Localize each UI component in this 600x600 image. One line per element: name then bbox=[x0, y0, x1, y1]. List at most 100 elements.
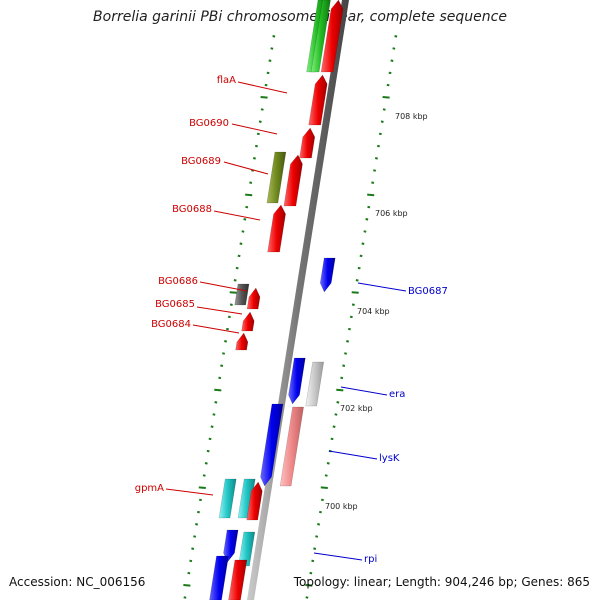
accession-text: Accession: NC_006156 bbox=[9, 575, 146, 589]
tick-left bbox=[198, 486, 206, 489]
tick-right bbox=[371, 181, 375, 184]
leader-line bbox=[165, 488, 214, 496]
tick-left bbox=[249, 181, 253, 184]
gene-label-rpi: rpi bbox=[364, 554, 377, 565]
gene-label-flaA: flaA bbox=[217, 75, 236, 86]
tick-left bbox=[204, 462, 208, 465]
tick-left bbox=[260, 108, 264, 111]
tick-right bbox=[390, 59, 394, 62]
leader-line bbox=[196, 306, 243, 315]
tick-right bbox=[378, 132, 382, 136]
gene-feature-11 bbox=[241, 311, 255, 332]
leader-line bbox=[199, 281, 248, 292]
tick-left bbox=[214, 388, 222, 392]
tick-right bbox=[394, 35, 398, 38]
gene-feature-12 bbox=[235, 332, 249, 351]
tick-left bbox=[239, 242, 243, 245]
tick-left bbox=[187, 571, 191, 575]
gene-feature-21 bbox=[238, 531, 256, 567]
tick-right bbox=[320, 486, 328, 489]
tick-left bbox=[229, 303, 233, 306]
tick-left bbox=[258, 120, 262, 123]
tick-left bbox=[245, 205, 249, 209]
tick-right bbox=[330, 437, 334, 441]
tick-right bbox=[351, 291, 359, 294]
gene-feature-8 bbox=[319, 257, 336, 293]
tick-left bbox=[222, 352, 226, 355]
tick-right bbox=[367, 193, 375, 197]
tick-left bbox=[218, 376, 222, 380]
tick-left bbox=[206, 449, 210, 453]
tick-right bbox=[382, 108, 386, 111]
gene-feature-1 bbox=[310, 0, 331, 73]
tick-left bbox=[272, 35, 276, 38]
tick-right bbox=[363, 230, 367, 233]
gene-feature-15 bbox=[260, 403, 284, 487]
scale-label-702: 702 kbp bbox=[340, 404, 373, 413]
gene-label-BG0684: BG0684 bbox=[151, 319, 191, 330]
gene-label-BG0686: BG0686 bbox=[158, 276, 198, 287]
tick-left bbox=[235, 266, 239, 270]
tick-left bbox=[256, 132, 260, 136]
tick-right bbox=[382, 96, 390, 99]
tick-right bbox=[326, 462, 330, 465]
gene-feature-13 bbox=[288, 357, 306, 405]
tick-right bbox=[317, 523, 321, 526]
tick-left bbox=[224, 340, 228, 343]
tick-right bbox=[344, 352, 348, 355]
label-leaders bbox=[165, 81, 407, 561]
tick-right bbox=[315, 535, 319, 538]
tick-left bbox=[183, 584, 191, 587]
tick-left bbox=[237, 254, 241, 258]
gene-feature-16 bbox=[279, 406, 304, 487]
leader-line bbox=[313, 552, 363, 561]
gene-label-BG0688: BG0688 bbox=[172, 204, 212, 215]
tick-right bbox=[318, 510, 322, 514]
gene-feature-7 bbox=[267, 204, 286, 253]
scale-label-700: 700 kbp bbox=[325, 502, 358, 511]
tick-left bbox=[268, 59, 272, 62]
tick-left bbox=[202, 474, 206, 477]
leader-line bbox=[231, 123, 278, 135]
gene-feature-14 bbox=[305, 361, 324, 407]
gene-feature-5 bbox=[266, 151, 287, 204]
gene-label-BG0689: BG0689 bbox=[181, 156, 221, 167]
tick-left bbox=[193, 535, 197, 538]
tick-right bbox=[374, 157, 378, 160]
tick-left bbox=[198, 498, 202, 502]
tick-right bbox=[355, 279, 359, 282]
leader-line bbox=[340, 386, 388, 396]
tick-right bbox=[336, 388, 344, 392]
tick-right bbox=[309, 571, 313, 575]
tick-right bbox=[347, 327, 351, 331]
tick-left bbox=[251, 169, 255, 172]
tick-right bbox=[334, 413, 338, 416]
tick-right bbox=[365, 218, 369, 221]
gene-feature-22 bbox=[209, 555, 229, 600]
tick-right bbox=[342, 364, 346, 367]
leader-line bbox=[328, 450, 378, 460]
tick-left bbox=[220, 364, 224, 367]
tick-left bbox=[260, 96, 268, 99]
tick-right bbox=[332, 425, 336, 428]
tick-right bbox=[313, 547, 317, 550]
tick-left bbox=[195, 523, 199, 526]
tick-right bbox=[320, 498, 324, 502]
scale-label-704: 704 kbp bbox=[357, 307, 390, 316]
tick-left bbox=[189, 559, 193, 563]
gene-feature-3 bbox=[308, 74, 328, 126]
gene-label-gpmA: gpmA bbox=[135, 483, 164, 494]
tick-right bbox=[388, 71, 392, 75]
tick-right bbox=[336, 401, 340, 404]
gene-feature-4 bbox=[299, 127, 316, 159]
tick-left bbox=[208, 437, 212, 441]
tick-right bbox=[349, 315, 353, 319]
tick-right bbox=[346, 340, 350, 343]
gene-feature-10 bbox=[246, 287, 261, 310]
tick-left bbox=[212, 413, 216, 416]
tick-right bbox=[340, 376, 344, 380]
tick-left bbox=[210, 425, 214, 428]
title: Borrelia garinii PBi chromosome linear, … bbox=[93, 9, 507, 25]
gene-feature-18 bbox=[218, 478, 237, 519]
